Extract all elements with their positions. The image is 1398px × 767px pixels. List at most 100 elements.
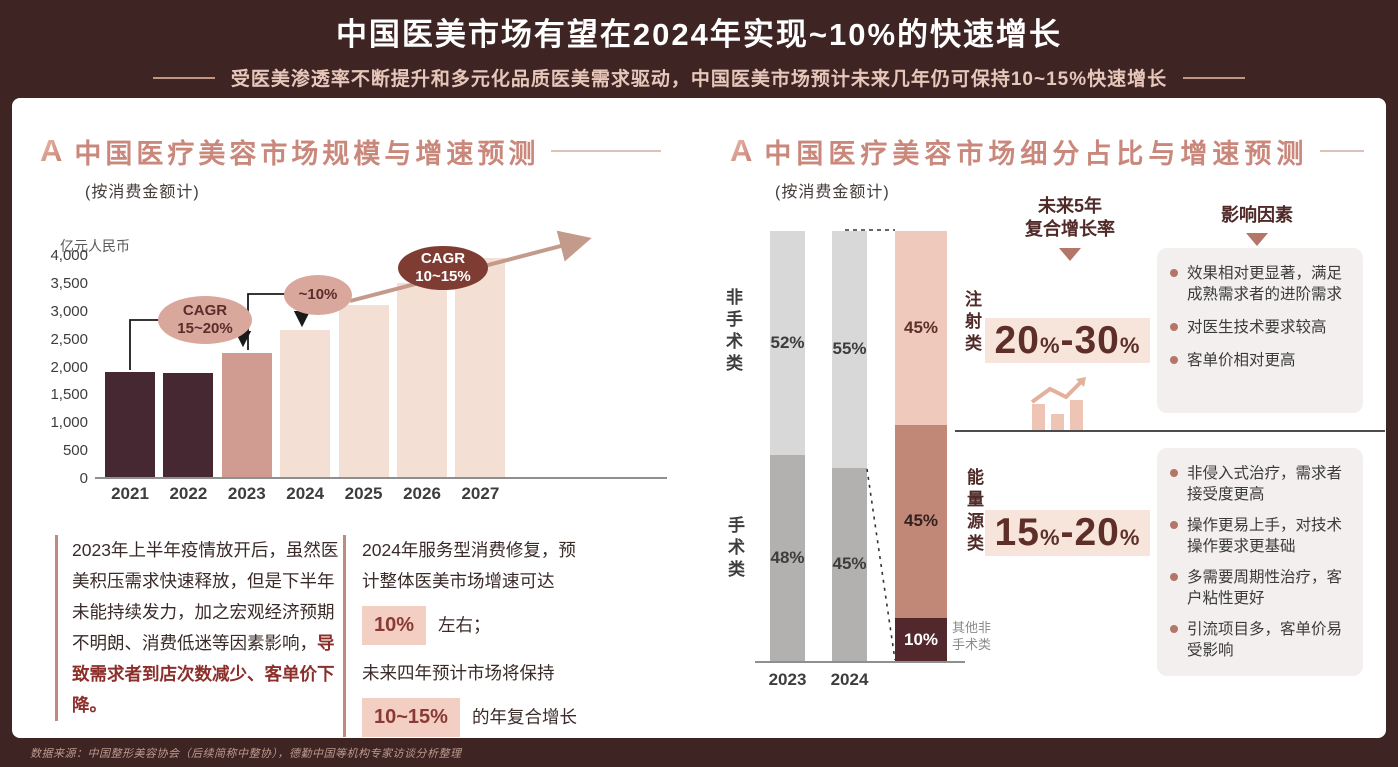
bar-2027 bbox=[455, 257, 506, 478]
x-tick-label: 2025 bbox=[344, 484, 383, 503]
factor-item: 操作更易上手，对技术操作要求更基础 bbox=[1170, 515, 1350, 557]
y-tick-label: 3,000 bbox=[50, 302, 88, 320]
brand-a-icon: A bbox=[730, 133, 753, 168]
factor-text: 非侵入式治疗，需求者接受度更高 bbox=[1187, 465, 1343, 503]
axis-label-surgical: 手术类 bbox=[725, 516, 744, 582]
factors-box-injection: 效果相对更显著，满足成熟需求者的进阶需求对医生技术要求较高 客单价相对更高 bbox=[1157, 248, 1363, 413]
note-accent-bar bbox=[55, 535, 58, 721]
note-accent-bar bbox=[343, 535, 346, 737]
cagr-20-30: 20%-30% bbox=[994, 318, 1141, 362]
footer-source: 数据来源：中国整形美容协会（后续简称中整协），德勤中国等机构专家访谈分析整理 bbox=[30, 748, 462, 760]
factor-item: 非侵入式治疗，需求者接受度更高 bbox=[1170, 463, 1350, 505]
cagr-header-line1: 未来5年 bbox=[1037, 196, 1102, 216]
factor-text: 效果相对更显著，满足成熟需求者的进阶需求 bbox=[1187, 265, 1343, 303]
factor-text: 操作更易上手，对技术操作要求更基础 bbox=[1187, 517, 1343, 555]
segment-手术类: 45% bbox=[832, 467, 867, 661]
note-2023-text: 2023年上半年疫情放开后，虽然医美积压需求快速释放，但是下半年未能持续发力，加… bbox=[58, 535, 347, 721]
segment-label-other-nonsurgical: 其他非手术类 bbox=[952, 620, 992, 652]
bullet-dot-icon bbox=[1170, 521, 1178, 529]
x-tick-label: 2024 bbox=[830, 670, 869, 689]
factor-item: 对医生技术要求较高 bbox=[1170, 317, 1350, 338]
cagr-header-line2: 复合增长率 bbox=[1025, 219, 1115, 239]
left-panel-title-row: A 中国医疗美容市场规模与增速预测 bbox=[40, 131, 662, 171]
page-title: 中国医美市场有望在2024年实现~10%的快速增长 bbox=[335, 17, 1063, 52]
y-tick-label: 2,000 bbox=[50, 358, 88, 376]
x-tick-label: 2023 bbox=[768, 670, 807, 689]
growth-chart-icon bbox=[1030, 377, 1086, 432]
section-divider-line bbox=[955, 430, 1385, 432]
triangle-down-icon bbox=[1059, 248, 1081, 261]
note-2024-text: 2024年服务型消费修复，预计整体医美市场增速可达 10% 左右； 未来四年预计… bbox=[346, 535, 591, 737]
highlight-chip-10-15: 10~15% bbox=[362, 698, 460, 737]
y-tick-label: 1,500 bbox=[50, 386, 88, 404]
factor-text: 多需要周期性治疗，客户粘性更好 bbox=[1187, 569, 1343, 607]
segment-非手术类: 55% bbox=[832, 231, 867, 468]
chip-row-10: 10% 左右； bbox=[362, 606, 591, 645]
right-basis-note: (按消费金额计) bbox=[775, 184, 890, 201]
factor-item: 客单价相对更高 bbox=[1170, 350, 1350, 371]
right-x-axis-line bbox=[755, 661, 965, 663]
left-title-dash bbox=[551, 150, 662, 152]
note-2023-normal: 2023年上半年疫情放开后，虽然医美积压需求快速释放，但是下半年未能持续发力，加… bbox=[72, 540, 339, 653]
factors-box-energy: 非侵入式治疗，需求者接受度更高 操作更易上手，对技术操作要求更基础 多需要周期性治疗… bbox=[1157, 448, 1363, 676]
bar-2026 bbox=[397, 282, 447, 478]
left-panel-title: 中国医疗美容市场规模与增速预测 bbox=[74, 138, 540, 169]
highlight-chip-10: 10% bbox=[362, 606, 427, 645]
page-subtitle: 受医美渗透率不断提升和多元化品质医美需求驱动，中国医美市场预计未来几年仍可保持1… bbox=[230, 69, 1168, 90]
note-2024-line1: 2024年服务型消费修复，预计整体医美市场增速可达 bbox=[362, 540, 576, 591]
segment-注射类: 45% bbox=[895, 231, 947, 425]
cagr-oval-line2: 15~20% bbox=[177, 320, 233, 337]
x-tick-label: 2022 bbox=[169, 484, 208, 503]
bar-2023 bbox=[221, 352, 272, 478]
right-title-dash bbox=[1320, 150, 1365, 152]
factor-text: 对医生技术要求较高 bbox=[1187, 319, 1327, 336]
y-tick-label: 2,500 bbox=[50, 330, 88, 348]
cagr-oval-line1: CAGR bbox=[182, 302, 228, 319]
column-header-cagr: 未来5年 复合增长率 bbox=[1000, 195, 1140, 241]
stacked-diagonal-dash-link bbox=[866, 468, 896, 661]
y-tick-label: 500 bbox=[62, 442, 88, 460]
factor-item: 引流项目多，客单价易受影响 bbox=[1170, 619, 1350, 661]
factor-item: 多需要周期性治疗，客户粘性更好 bbox=[1170, 567, 1350, 609]
subtitle-left-rule bbox=[152, 76, 215, 79]
y-tick-label: 0 bbox=[79, 470, 88, 487]
right-panel-title: 中国医疗美容市场细分占比与增速预测 bbox=[764, 138, 1309, 169]
growth-oval-text: ~10% bbox=[298, 286, 338, 303]
column-header-factors: 影响因素 bbox=[1221, 205, 1293, 225]
bullet-dot-icon bbox=[1170, 469, 1178, 477]
segment-label-energy: 能量源类 bbox=[964, 468, 983, 556]
note-2024-line2: 未来四年预计市场将保持 bbox=[362, 663, 555, 683]
factor-text: 引流项目多，客单价易受影响 bbox=[1187, 621, 1343, 659]
bullet-dot-icon bbox=[1170, 323, 1178, 331]
segment-其他非手术类: 10% bbox=[895, 618, 947, 661]
y-tick-label: 1,000 bbox=[50, 414, 88, 432]
segment-能量源类: 45% bbox=[895, 424, 947, 618]
note-box-2024: 2024年服务型消费修复，预计整体医美市场增速可达 10% 左右； 未来四年预计… bbox=[343, 535, 591, 737]
cagr-oval-15-20: CAGR 15~20% bbox=[158, 296, 252, 344]
x-tick-label: 2024 bbox=[286, 484, 325, 503]
brand-a-icon: A bbox=[40, 133, 63, 168]
bullet-dot-icon bbox=[1170, 269, 1178, 277]
y-tick-label: 3,500 bbox=[50, 274, 88, 292]
y-tick-label: 4,000 bbox=[50, 247, 88, 264]
x-tick-label: 2021 bbox=[111, 484, 149, 503]
segment-label-injection: 注射类 bbox=[962, 290, 981, 356]
note-box-2023: 2023年上半年疫情放开后，虽然医美积压需求快速释放，但是下半年未能持续发力，加… bbox=[55, 535, 347, 721]
left-x-axis-line bbox=[95, 477, 667, 479]
bar-2022 bbox=[163, 373, 214, 478]
bullet-dot-icon bbox=[1170, 573, 1178, 581]
cagr-15-20: 15%-20% bbox=[994, 511, 1141, 554]
bullet-dot-icon bbox=[1170, 356, 1178, 364]
cagr-dark-oval-line2: 10~15% bbox=[415, 268, 471, 285]
subtitle-right-rule bbox=[1183, 76, 1246, 79]
cagr-value-injection: 20%-30% bbox=[985, 318, 1150, 363]
x-tick-label: 2027 bbox=[461, 484, 500, 503]
factor-text: 客单价相对更高 bbox=[1187, 352, 1296, 369]
chip-after-text: 的年复合增长 bbox=[471, 707, 577, 727]
bullet-dot-icon bbox=[1170, 625, 1178, 633]
growth-oval-10: ~10% bbox=[284, 275, 352, 315]
right-panel-title-row: A 中国医疗美容市场细分占比与增速预测 bbox=[730, 131, 1365, 171]
cagr-oval-10-15: CAGR 10~15% bbox=[398, 246, 488, 290]
bar-2021 bbox=[105, 372, 155, 478]
chip-row-10-15: 10~15% 的年复合增长 bbox=[362, 698, 591, 737]
